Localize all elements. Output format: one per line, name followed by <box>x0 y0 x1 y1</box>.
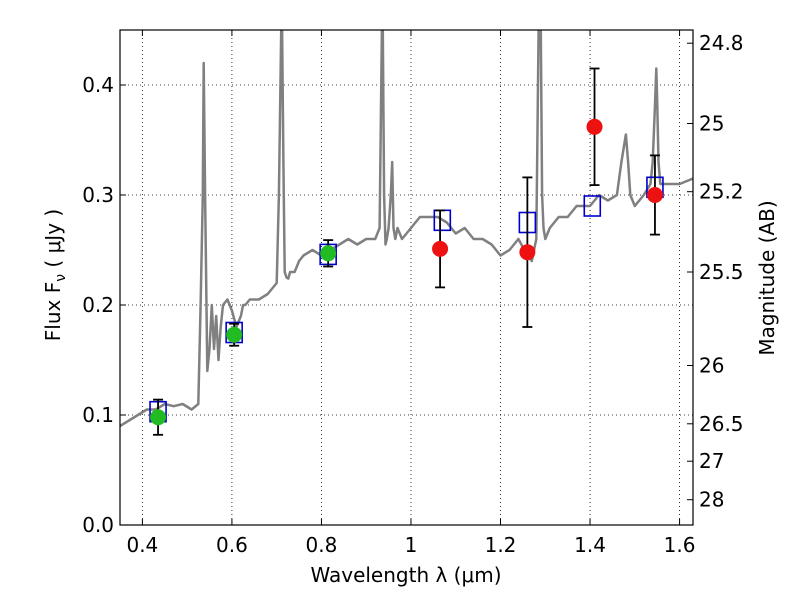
y-axis-title: Flux Fν ( μJy ) <box>41 209 69 341</box>
x-tick-label: 1.6 <box>664 533 696 557</box>
x-axis-title: Wavelength λ (μm) <box>310 563 501 587</box>
y2-tick-label: 28 <box>699 488 724 512</box>
plot-frame <box>119 29 694 526</box>
ticks <box>120 30 693 526</box>
red-data-point <box>646 187 663 203</box>
x-tick-label: 0.8 <box>306 533 338 557</box>
x-tick-label: 1.2 <box>485 533 517 557</box>
y-tick-label: 0.2 <box>82 293 114 317</box>
red-data-point <box>432 240 449 257</box>
y-axis-title-subscript: ν <box>53 274 69 282</box>
y-axis-title-unit: ( μJy ) <box>41 209 65 274</box>
tick-labels: 0.4 0.6 0.8 1 1.2 1.4 1.6 0.0 0.1 0.2 0.3 0.4 24.8 25… <box>82 31 743 557</box>
y-tick-label: 0.1 <box>82 403 114 427</box>
plot-area <box>120 30 693 436</box>
model-box <box>583 195 602 217</box>
y2-tick-label: 27 <box>699 449 724 473</box>
green-data-point <box>150 409 167 426</box>
grid <box>120 30 693 525</box>
y2-tick-label: 25.2 <box>699 180 744 204</box>
y2-tick-label: 25.5 <box>699 260 744 284</box>
green-data-point <box>320 245 337 262</box>
y2-tick-label: 25 <box>699 112 724 136</box>
y2-tick-label: 24.8 <box>699 31 744 55</box>
y2-tick-label: 26 <box>699 354 724 378</box>
x-tick-label: 0.4 <box>126 533 158 557</box>
y-axis-title-main: Flux F <box>41 282 65 341</box>
y-tick-label: 0.0 <box>82 513 114 537</box>
x-tick-label: 0.6 <box>216 533 248 557</box>
y-tick-label: 0.3 <box>82 183 114 207</box>
y2-tick-label: 26.5 <box>699 412 744 436</box>
x-tick-label: 1 <box>405 533 418 557</box>
red-data-point <box>519 244 536 261</box>
green-data-point <box>226 326 243 343</box>
y2-axis-title: Magnitude (AB) <box>755 200 779 355</box>
spectrum-line <box>120 30 693 428</box>
y-tick-label: 0.4 <box>82 73 114 97</box>
red-data-point <box>586 118 603 135</box>
x-tick-label: 1.4 <box>574 533 606 557</box>
